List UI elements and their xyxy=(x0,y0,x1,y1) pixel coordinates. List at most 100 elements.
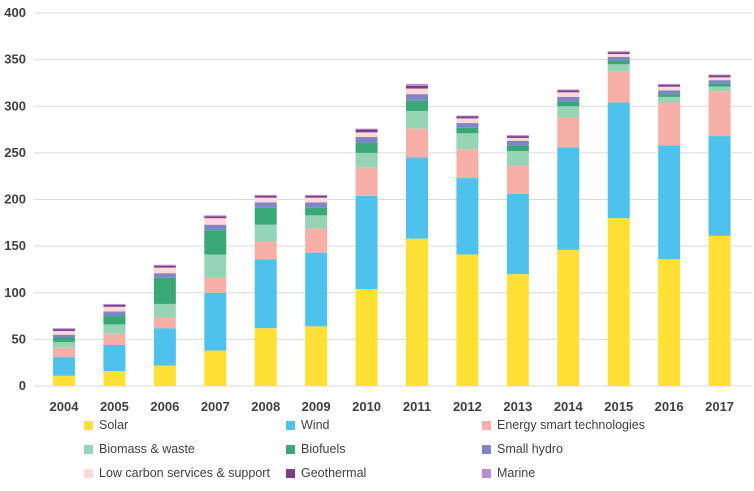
bar-segment-wind xyxy=(305,252,328,327)
bar-segment-solar xyxy=(355,289,378,386)
bar-segment-small-hydro xyxy=(708,80,731,84)
bar-segment-biomass-waste xyxy=(103,324,126,334)
legend-swatch xyxy=(482,468,491,478)
y-tick-label: 250 xyxy=(4,145,26,160)
bar-segment-biofuels xyxy=(658,94,681,97)
bar-segment-biofuels xyxy=(355,142,378,153)
bar-segment-wind xyxy=(607,102,630,219)
bar-segment-biomass-waste xyxy=(456,133,479,150)
bar-segment-energy-smart-technologies xyxy=(204,276,227,293)
bar-segment-biomass-waste xyxy=(53,342,75,348)
bar-segment-low-carbon-services-support xyxy=(53,330,75,335)
bar-segment-geothermal xyxy=(204,216,227,219)
bar-segment-marine xyxy=(355,128,378,130)
bar-segment-biofuels xyxy=(103,316,126,325)
bar-segment-small-hydro xyxy=(254,202,277,208)
bar-segment-biomass-waste xyxy=(506,151,529,166)
legend-label: Small hydro xyxy=(497,442,563,456)
legend-label: Biofuels xyxy=(301,442,346,456)
bar-segment-energy-smart-technologies xyxy=(53,347,75,358)
bar-segment-geothermal xyxy=(708,75,731,78)
bar-segment-wind xyxy=(103,344,126,372)
bar-segment-energy-smart-technologies xyxy=(506,165,529,194)
bar-segment-marine xyxy=(607,51,630,53)
bar-segment-biofuels xyxy=(708,83,731,87)
bar-segment-small-hydro xyxy=(204,224,227,231)
bar-segment-solar xyxy=(506,274,529,386)
bar-segment-biomass-waste xyxy=(204,254,227,277)
legend-item: Marine xyxy=(482,466,535,480)
bar-segment-biomass-waste xyxy=(355,152,378,168)
legend-swatch xyxy=(286,468,295,478)
bar-segment-small-hydro xyxy=(355,137,378,143)
y-tick-label: 350 xyxy=(4,52,26,67)
bar-segment-low-carbon-services-support xyxy=(406,88,428,95)
bar-segment-energy-smart-technologies xyxy=(456,149,479,179)
bar-segment-low-carbon-services-support xyxy=(254,197,277,203)
bar-segment-solar xyxy=(658,259,681,386)
bar-segment-biomass-waste xyxy=(557,106,580,118)
y-tick-label: 150 xyxy=(4,238,26,253)
legend-label: Biomass & waste xyxy=(99,442,195,456)
x-tick-label: 2004 xyxy=(50,399,80,414)
bar-segment-biomass-waste xyxy=(153,303,176,317)
bar-segment-low-carbon-services-support xyxy=(204,218,227,225)
bar-segment-biofuels xyxy=(607,60,630,65)
bar-segment-solar xyxy=(254,328,277,386)
bar-segment-biomass-waste xyxy=(406,110,428,129)
bar-segment-wind xyxy=(204,292,227,351)
bar-segment-biofuels xyxy=(557,101,580,107)
bar-segment-marine xyxy=(658,83,681,85)
bar-segment-solar xyxy=(305,326,328,386)
bar-segment-biofuels xyxy=(506,145,529,152)
bar-segment-biofuels xyxy=(406,100,428,111)
y-tick-label: 100 xyxy=(4,285,26,300)
bar-segment-geothermal xyxy=(305,195,328,198)
bar-segment-wind xyxy=(557,147,580,250)
bar-segment-biomass-waste xyxy=(254,224,277,242)
x-tick-label: 2014 xyxy=(554,399,584,414)
bar-segment-geothermal xyxy=(607,52,630,55)
legend-swatch xyxy=(482,420,491,430)
bar-segment-marine xyxy=(506,135,529,137)
bar-segment-energy-smart-technologies xyxy=(708,91,731,137)
legend-item: Energy smart technologies xyxy=(482,418,645,432)
bar-segment-marine xyxy=(204,215,227,217)
legend-item: Small hydro xyxy=(482,442,563,456)
bar-segment-biofuels xyxy=(204,230,227,255)
x-tick-label: 2010 xyxy=(352,399,381,414)
bar-segment-marine xyxy=(254,194,277,196)
bar-segment-solar xyxy=(456,254,479,386)
bar-segment-solar xyxy=(53,375,75,386)
legend-item: Biomass & waste xyxy=(84,442,195,456)
legend-swatch xyxy=(84,420,93,430)
chart-plot-area: 0 50 100 150 200 250 300 350 400 2004 2005 2006 2007… xyxy=(4,5,752,414)
bar-segment-energy-smart-technologies xyxy=(658,102,681,146)
bar-segment-marine xyxy=(53,328,75,330)
x-tick-label: 2008 xyxy=(251,399,280,414)
bar-segment-wind xyxy=(53,357,75,376)
legend-label: Energy smart technologies xyxy=(497,418,645,432)
bar-segment-geothermal xyxy=(406,85,428,89)
bar-segment-marine xyxy=(305,194,328,196)
bar-segment-low-carbon-services-support xyxy=(153,267,176,274)
bar-segment-low-carbon-services-support xyxy=(355,132,378,138)
bar-segment-energy-smart-technologies xyxy=(355,167,378,196)
bar-segment-geothermal xyxy=(557,90,580,93)
bar-segment-wind xyxy=(153,328,176,366)
legend-item: Solar xyxy=(84,418,128,432)
legend-item: Low carbon services & support xyxy=(84,466,270,480)
legend-swatch xyxy=(482,444,491,454)
bar-segment-biofuels xyxy=(305,207,328,216)
bar-segment-energy-smart-technologies xyxy=(305,228,328,253)
bar-segment-geothermal xyxy=(254,195,277,198)
bar-segment-low-carbon-services-support xyxy=(708,77,731,81)
bar-segment-small-hydro xyxy=(607,56,630,61)
bar-segment-solar xyxy=(607,218,630,386)
bar-segment-marine xyxy=(153,264,176,266)
bar-segment-small-hydro xyxy=(103,311,126,317)
legend-label: Low carbon services & support xyxy=(99,466,270,480)
bar-segment-solar xyxy=(204,350,227,386)
x-tick-label: 2013 xyxy=(503,399,532,414)
bar-segment-biofuels xyxy=(153,277,176,304)
